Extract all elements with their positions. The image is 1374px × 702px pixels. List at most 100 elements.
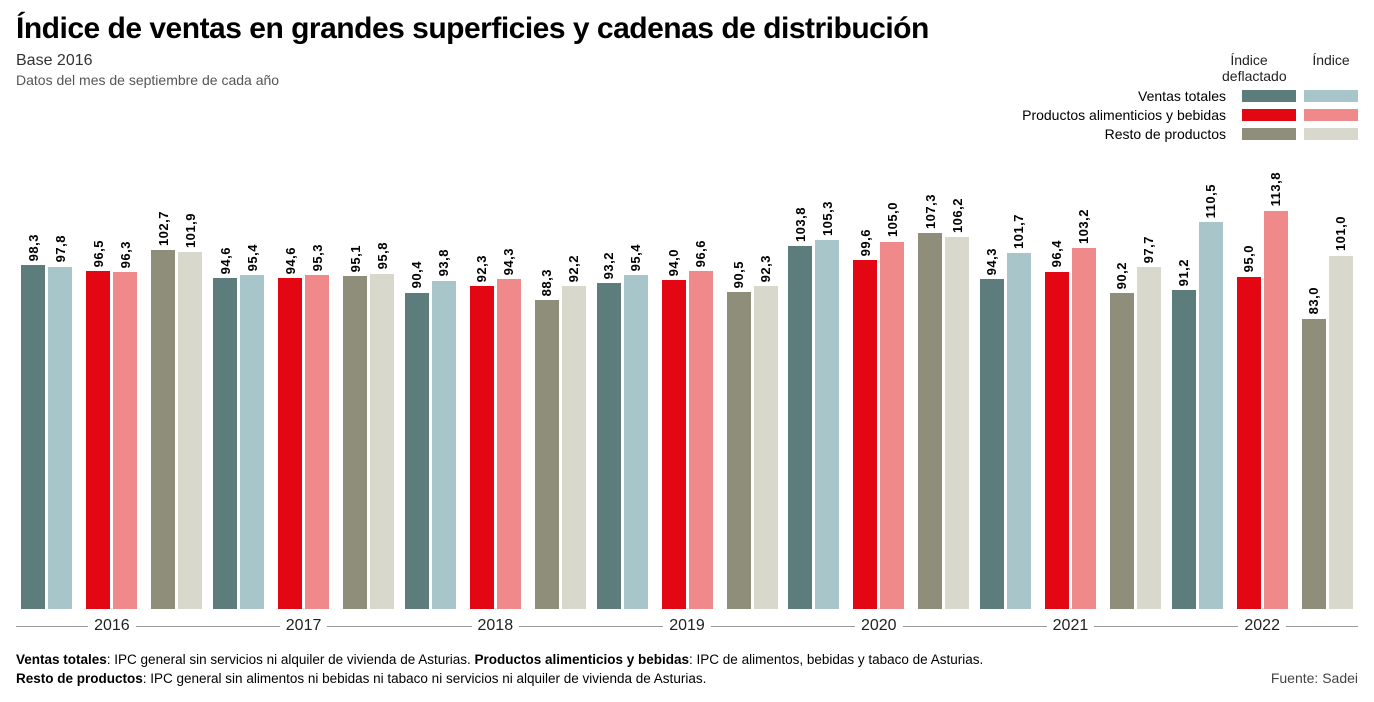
swatch-indice — [1304, 109, 1358, 121]
bar: 93,8 — [432, 249, 456, 609]
bar: 113,8 — [1264, 172, 1288, 609]
bar-rect — [405, 293, 429, 609]
bar-rect — [853, 260, 877, 609]
bars-row: 93,295,494,096,690,592,3 — [591, 189, 783, 609]
bar-rect — [278, 278, 302, 609]
footer-definitions: Ventas totales: IPC general sin servicio… — [16, 651, 983, 689]
bar-rect — [1199, 222, 1223, 609]
bar: 96,5 — [86, 240, 110, 609]
bar: 92,2 — [562, 255, 586, 609]
year-label: 2022 — [1244, 617, 1280, 635]
legend-row: Resto de productos — [1022, 126, 1358, 142]
year-label: 2019 — [669, 617, 705, 635]
bar-value-label: 98,3 — [26, 234, 41, 261]
bar-rect — [113, 272, 137, 609]
bar: 101,0 — [1329, 216, 1353, 609]
bar: 97,7 — [1137, 236, 1161, 609]
legend-label: Productos alimenticios y bebidas — [1022, 107, 1226, 123]
bar-value-label: 102,7 — [156, 211, 171, 246]
footer: Ventas totales: IPC general sin servicio… — [16, 651, 1358, 689]
subtitle-line2: Datos del mes de septiembre de cada año — [16, 72, 279, 88]
bar-value-label: 95,0 — [1241, 245, 1256, 272]
def-text: : IPC general sin servicios ni alquiler … — [107, 652, 475, 667]
bar-value-label: 95,3 — [310, 244, 325, 271]
bar: 106,2 — [945, 198, 969, 609]
axis-line — [783, 626, 855, 627]
bars-row: 90,493,892,394,388,392,2 — [399, 189, 591, 609]
bar: 94,3 — [497, 248, 521, 609]
bar: 96,6 — [689, 240, 713, 609]
bar: 98,3 — [21, 234, 45, 609]
bar: 105,3 — [815, 201, 839, 609]
bar-value-label: 105,3 — [820, 201, 835, 236]
bar: 95,0 — [1237, 245, 1261, 609]
bar: 105,0 — [880, 202, 904, 609]
year-label: 2016 — [94, 617, 130, 635]
year-label: 2021 — [1053, 617, 1089, 635]
year-label: 2018 — [478, 617, 514, 635]
axis-line — [399, 626, 471, 627]
bar-rect — [815, 240, 839, 609]
bar-rect — [1302, 319, 1326, 610]
source: Fuente: Sadei — [1271, 669, 1358, 689]
bar-chart: 98,3 97,8 96,5 96,3 102,7 101,9 2016 94,695,494… — [16, 165, 1358, 635]
bar: 92,3 — [754, 255, 778, 609]
bar-value-label: 103,2 — [1076, 209, 1091, 244]
axis-line — [711, 626, 783, 627]
bar-rect — [497, 279, 521, 609]
axis-line — [327, 626, 399, 627]
axis-line — [1166, 626, 1238, 627]
legend-header: Índicedeflactado Índice — [1022, 52, 1358, 84]
bar: 103,2 — [1072, 209, 1096, 609]
legend-label: Resto de productos — [1105, 126, 1226, 142]
year-axis: 2020 — [783, 617, 975, 635]
bar-value-label: 101,7 — [1011, 214, 1026, 249]
axis-line — [136, 626, 208, 627]
def-text: : IPC de alimentos, bebidas y tabaco de … — [689, 652, 983, 667]
def-term: Ventas totales — [16, 652, 107, 667]
bar-rect — [343, 276, 367, 609]
bar-value-label: 103,8 — [793, 207, 808, 242]
bar-value-label: 101,0 — [1333, 216, 1348, 251]
bar: 101,7 — [1007, 214, 1031, 609]
def-term: Productos alimenticios y bebidas — [474, 652, 689, 667]
year-axis: 2021 — [975, 617, 1167, 635]
bar-rect — [1007, 253, 1031, 609]
bar-rect — [1329, 256, 1353, 610]
bar-rect — [562, 286, 586, 609]
axis-line — [903, 626, 975, 627]
legend-row: Productos alimenticios y bebidas — [1022, 107, 1358, 123]
bar-rect — [1137, 267, 1161, 609]
year-group: 94,695,494,695,395,195,82017 — [208, 189, 400, 635]
bar-value-label: 93,8 — [436, 249, 451, 276]
bar-value-label: 97,7 — [1141, 236, 1156, 263]
bar: 96,3 — [113, 241, 137, 609]
bar-rect — [689, 271, 713, 609]
bar-value-label: 97,8 — [53, 235, 68, 262]
bar-value-label: 107,3 — [923, 194, 938, 229]
year-group: 93,295,494,096,690,592,3 2019 — [591, 189, 783, 635]
bar-value-label: 94,3 — [501, 248, 516, 275]
bar-rect — [624, 275, 648, 609]
bar-value-label: 96,5 — [91, 240, 106, 267]
bar: 95,3 — [305, 244, 329, 609]
bar-value-label: 113,8 — [1268, 172, 1283, 206]
bar: 92,3 — [470, 255, 494, 609]
year-group: 90,493,892,394,388,392,22018 — [399, 189, 591, 635]
bar: 110,5 — [1199, 184, 1223, 609]
bars-row: 91,2110,595,0113,883,0101,0 — [1166, 189, 1358, 609]
axis-line — [591, 626, 663, 627]
axis-line — [1286, 626, 1358, 627]
bar-rect — [213, 278, 237, 609]
axis-line — [1094, 626, 1166, 627]
bar-value-label: 101,9 — [183, 213, 198, 248]
legend-col1: Índicedeflactado — [1222, 52, 1276, 84]
bar-rect — [21, 265, 45, 609]
def-text: : IPC general sin alimentos ni bebidas n… — [143, 671, 707, 686]
bar-value-label: 91,2 — [1176, 259, 1191, 286]
bar-value-label: 106,2 — [950, 198, 965, 233]
swatch-indice — [1304, 90, 1358, 102]
bar-rect — [918, 233, 942, 609]
swatch-deflactado — [1242, 128, 1296, 140]
bar-rect — [1237, 277, 1261, 610]
